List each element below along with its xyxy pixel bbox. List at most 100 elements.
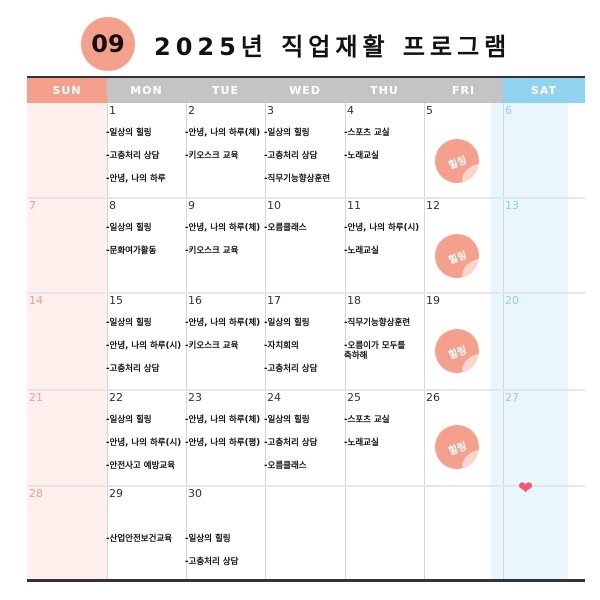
row-divider (27, 485, 585, 487)
event-item: -일상의 힐링 (106, 318, 152, 328)
day-cell[interactable]: 2 -안녕, 나의 하루(체) -키오스크 교육 (185, 103, 265, 198)
weekday-header-fri: FRI (424, 78, 503, 103)
day-cell[interactable]: 3 -일상의 힐링 -고충처리 상담 -직무기능향상훈련 (264, 103, 345, 198)
day-cell[interactable]: 17 -일상의 힐링 -자치회의 -고충처리 상담 (264, 293, 345, 390)
event-item: -스포츠 교실 (344, 128, 390, 138)
day-number: 18 (347, 294, 361, 307)
day-number: 20 (505, 294, 519, 307)
event-item: -안녕, 나의 하루(체) (185, 128, 261, 138)
event-item: -키오스크 교육 (185, 341, 239, 351)
event-item: -안녕, 나의 하루(시) (106, 341, 182, 351)
day-cell[interactable]: 13 (504, 198, 585, 293)
day-number: 17 (267, 294, 281, 307)
month-badge: 09 (81, 17, 135, 71)
sticker-label: 힐링 (447, 154, 469, 172)
sticker-label: 힐링 (447, 344, 469, 362)
healing-sticker: 힐링 (428, 322, 486, 380)
event-item: -일상의 힐링 (185, 534, 231, 544)
day-cell[interactable]: 25 -스포츠 교실 -노래교실 (344, 390, 424, 486)
day-cell[interactable]: 9 -안녕, 나의 하루(체) -키오스크 교육 (185, 198, 265, 293)
day-cell[interactable]: 20 (504, 293, 585, 390)
day-cell[interactable]: 24 -일상의 힐링 -고충처리 상담 -오름클래스 (264, 390, 345, 486)
event-item: -직무기능향상훈련 (344, 318, 411, 328)
event-item: -안전사고 예방교육 (106, 461, 176, 471)
day-cell[interactable]: 15 -일상의 힐링 -안녕, 나의 하루(시) -고충처리 상담 (106, 293, 186, 390)
event-item: -안녕, 나의 하루(체) (185, 415, 261, 425)
day-number: 7 (29, 199, 36, 212)
day-number: 19 (426, 294, 440, 307)
day-number: 4 (347, 104, 354, 117)
day-number: 10 (267, 199, 281, 212)
weekday-header-wed: WED (265, 78, 345, 103)
day-number: 6 (505, 104, 512, 117)
day-cell[interactable]: 8 -일상의 힐링 -문화여가활동 (106, 198, 186, 293)
day-number: 21 (29, 391, 43, 404)
day-cell[interactable]: 27 (504, 390, 585, 486)
event-item: -고충처리 상담 (264, 151, 318, 161)
event-item: -고충처리 상담 (264, 364, 318, 374)
day-cell[interactable] (425, 486, 503, 582)
event-item: -일상의 힐링 (106, 128, 152, 138)
event-item: -노래교실 (344, 151, 379, 161)
day-number: 27 (505, 391, 519, 404)
day-cell[interactable]: 4 -스포츠 교실 -노래교실 (344, 103, 424, 198)
event-item: -안녕, 나의 하루 (106, 174, 166, 184)
day-cell[interactable] (28, 103, 107, 198)
event-item: -직무기능향상훈련 (264, 174, 331, 184)
day-cell[interactable]: 5 힐링 (425, 103, 503, 198)
event-item: -고충처리 상담 (106, 151, 160, 161)
row-divider (27, 389, 585, 391)
event-item: -키오스크 교육 (185, 246, 239, 256)
day-number: 3 (267, 104, 274, 117)
event-item: -안녕, 나의 하루(평) (185, 438, 261, 448)
event-item: -안녕, 나의 하루(시) (106, 438, 182, 448)
event-item: -일상의 힐링 (264, 318, 310, 328)
day-cell[interactable]: 21 (28, 390, 107, 486)
day-cell[interactable]: 12 힐링 (425, 198, 503, 293)
healing-sticker: 힐링 (428, 132, 486, 190)
day-number: 12 (426, 199, 440, 212)
day-cell[interactable]: 23 -안녕, 나의 하루(체) -안녕, 나의 하루(평) (185, 390, 265, 486)
day-cell[interactable]: 26 힐링 (425, 390, 503, 486)
day-number: 5 (426, 104, 433, 117)
day-cell[interactable]: 7 (28, 198, 107, 293)
day-cell[interactable]: 16 -안녕, 나의 하루(체) -키오스크 교육 (185, 293, 265, 390)
day-number: 2 (188, 104, 195, 117)
day-number: 25 (347, 391, 361, 404)
weekday-header-sat: SAT (503, 78, 585, 103)
event-item: -산업안전보건교육 (106, 534, 173, 544)
event-item: -문화여가활동 (106, 246, 157, 256)
day-cell[interactable]: 30 -일상의 힐링 -고충처리 상담 (185, 486, 265, 582)
event-item: -일상의 힐링 (264, 128, 310, 138)
event-item: -안녕, 나의 하루(체) (185, 318, 261, 328)
row-divider (27, 292, 585, 294)
weekday-header-thu: THU (345, 78, 424, 103)
day-cell[interactable]: 22 -일상의 힐링 -안녕, 나의 하루(시) -안전사고 예방교육 (106, 390, 186, 486)
day-cell[interactable]: 19 힐링 (425, 293, 503, 390)
weekday-header-sun: SUN (27, 78, 107, 103)
day-cell[interactable]: 29 -산업안전보건교육 (106, 486, 186, 582)
day-cell[interactable] (504, 486, 585, 582)
day-cell[interactable]: 11 -안녕, 나의 하루(시) -노래교실 (344, 198, 424, 293)
day-cell[interactable]: 1 -일상의 힐링 -고충처리 상담 -안녕, 나의 하루 (106, 103, 186, 198)
weekday-header-mon: MON (107, 78, 186, 103)
day-cell[interactable]: 6 (504, 103, 585, 198)
row-divider (27, 197, 585, 199)
page-title: 2025년 직업재활 프로그램 (154, 33, 512, 61)
sunday-column-background (27, 103, 107, 579)
event-item: -노래교실 (344, 246, 379, 256)
event-item: -오름클래스 (264, 461, 307, 471)
event-item: -일상의 힐링 (106, 415, 152, 425)
event-item: -안녕, 나의 하루(체) (185, 223, 261, 233)
event-item: -노래교실 (344, 438, 379, 448)
weekday-header-tue: TUE (186, 78, 265, 103)
day-cell[interactable]: 14 (28, 293, 107, 390)
day-cell[interactable]: 28 (28, 486, 107, 582)
day-number: 1 (109, 104, 116, 117)
day-number: 26 (426, 391, 440, 404)
day-cell[interactable] (346, 486, 424, 582)
day-cell[interactable] (266, 486, 345, 582)
day-cell[interactable]: 18 -직무기능향상훈련 -오름이가 모두를 축하해 (344, 293, 424, 390)
day-cell[interactable]: 10 -오름클래스 (264, 198, 345, 293)
event-item: -일상의 힐링 (106, 223, 152, 233)
